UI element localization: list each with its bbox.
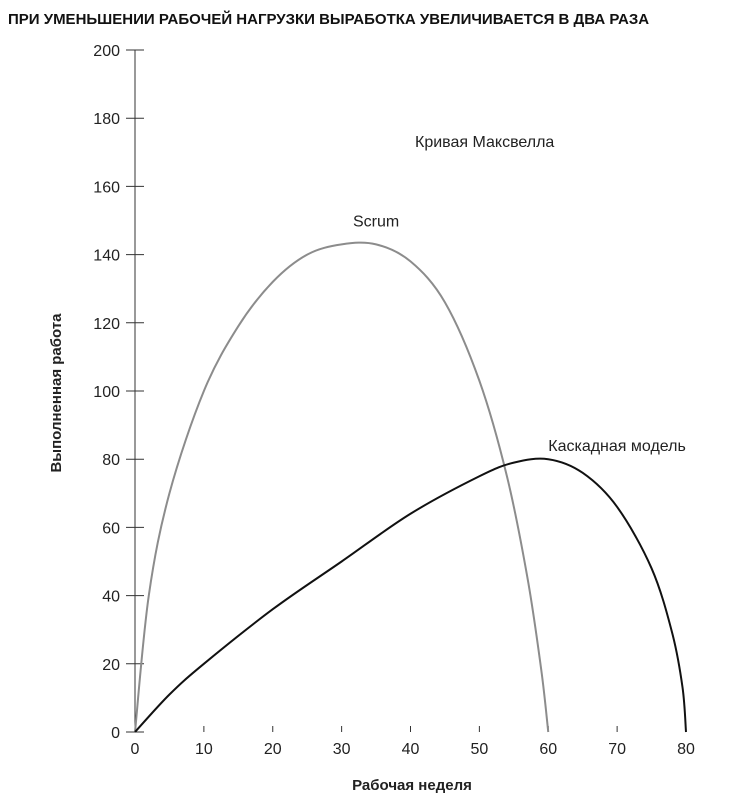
x-tick-label: 50: [470, 741, 488, 758]
x-tick-label: 60: [539, 741, 557, 758]
chart-title: ПРИ УМЕНЬШЕНИИ РАБОЧЕЙ НАГРУЗКИ ВЫРАБОТК…: [8, 10, 649, 28]
series-label-scrum: Scrum: [353, 213, 399, 230]
x-tick-label: 0: [131, 741, 140, 758]
y-tick-label: 120: [93, 316, 120, 333]
x-tick-label: 10: [195, 741, 213, 758]
x-tick-label: 70: [608, 741, 626, 758]
series-lines: [134, 241, 687, 733]
x-tick-label: 40: [402, 741, 420, 758]
series-line-scrum: [134, 241, 550, 733]
y-tick-label: 60: [102, 520, 120, 537]
series-label-waterfall: Каскадная модель: [548, 438, 686, 455]
x-tick-label: 20: [264, 741, 282, 758]
y-tick-label: 0: [111, 725, 120, 742]
y-tick-label: 200: [93, 43, 120, 60]
y-tick-label: 80: [102, 452, 120, 469]
y-tick-label: 180: [93, 111, 120, 128]
y-tick-label: 40: [102, 589, 120, 606]
x-tick-label: 30: [333, 741, 351, 758]
annotation-maxwell-curve: Кривая Максвелла: [415, 134, 554, 151]
y-tick-label: 100: [93, 384, 120, 401]
series-labels: Scrum Каскадная модель: [353, 213, 686, 455]
series-line-waterfall: [134, 457, 687, 733]
y-tick-label: 160: [93, 179, 120, 196]
y-tick-label: 20: [102, 657, 120, 674]
x-axis-label: Рабочая неделя: [352, 777, 472, 794]
x-tick-label: 80: [677, 741, 695, 758]
axes: 0 20 40 60 80 100 120 140 160 180 200 0 10 20 30 40 50 60…: [93, 43, 695, 758]
y-tick-label: 140: [93, 248, 120, 265]
y-axis-label: Выполненная работа: [48, 313, 65, 473]
